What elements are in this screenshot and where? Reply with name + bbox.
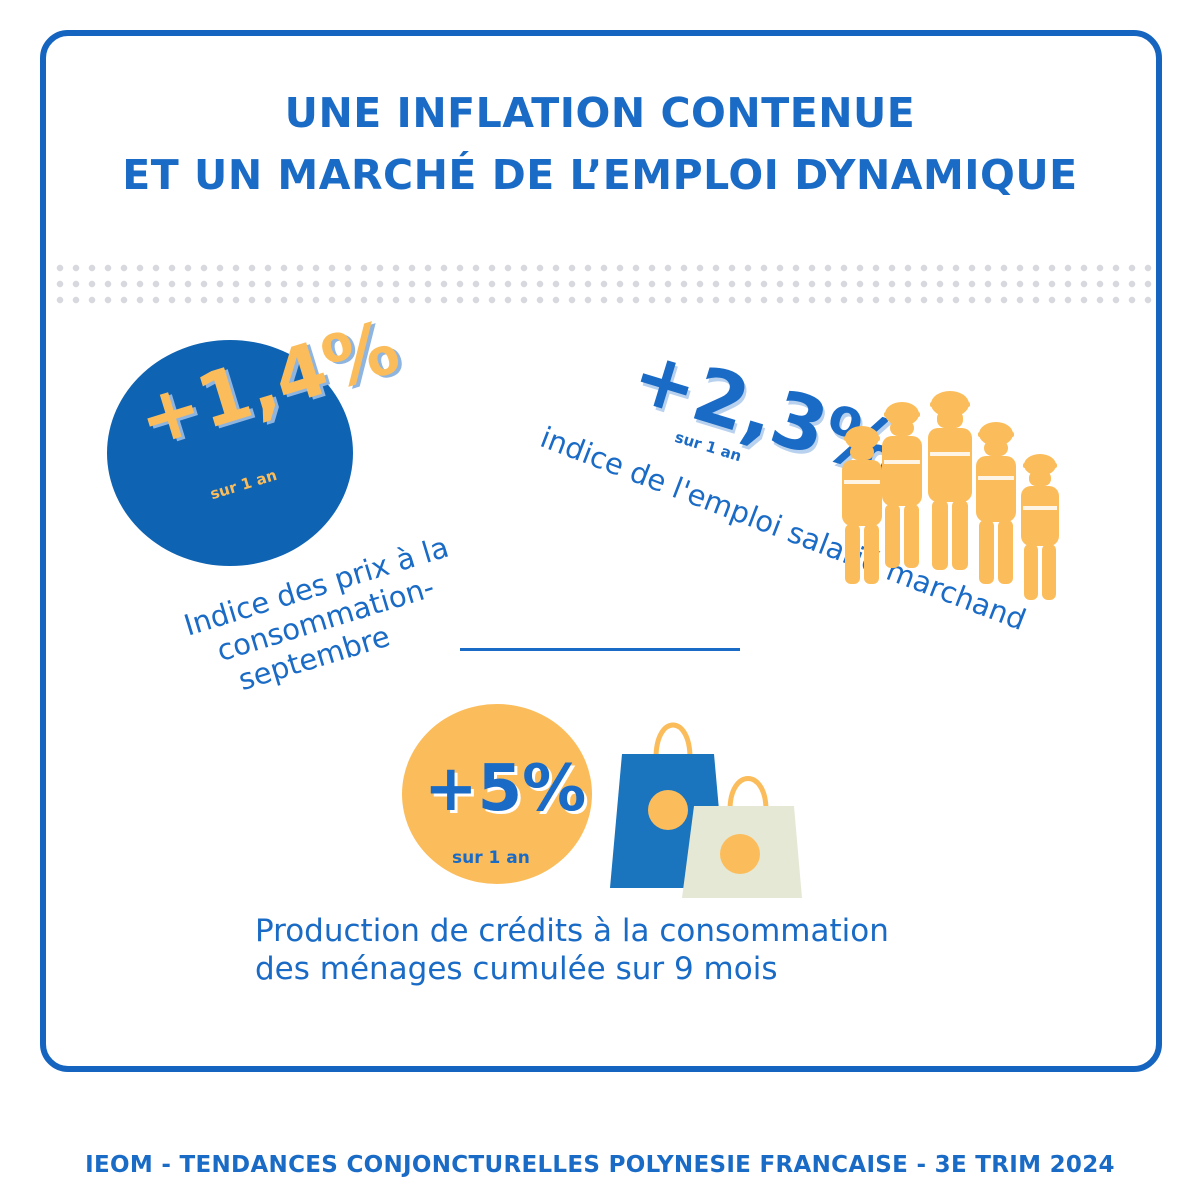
card-frame	[40, 30, 1162, 1072]
title-line-1: UNE INFLATION CONTENUE	[284, 89, 916, 137]
credit-label: Production de crédits à la consommation …	[255, 912, 889, 988]
dotted-divider-top	[52, 264, 1152, 272]
shopping-bags-icon	[610, 722, 802, 898]
credit-label-line-2: des ménages cumulée sur 9 mois	[255, 951, 778, 987]
construction-workers-icon	[842, 391, 1059, 600]
footer-source: IEOM - TENDANCES CONJONCTURELLES POLYNES…	[85, 1152, 1115, 1178]
dotted-divider-middle	[52, 280, 1152, 288]
inflation-circle	[107, 340, 353, 566]
credit-circle	[402, 704, 592, 884]
credit-value: +5%	[424, 752, 587, 826]
credit-label-line-1: Production de crédits à la consommation	[255, 913, 889, 949]
title-line-2: ET UN MARCHÉ DE L’EMPLOI DYNAMIQUE	[122, 151, 1078, 199]
section-divider	[460, 648, 740, 651]
page-title: UNE INFLATION CONTENUE ET UN MARCHÉ DE L…	[0, 82, 1200, 206]
dotted-divider-bottom	[52, 296, 1152, 304]
credit-period: sur 1 an	[452, 848, 530, 868]
